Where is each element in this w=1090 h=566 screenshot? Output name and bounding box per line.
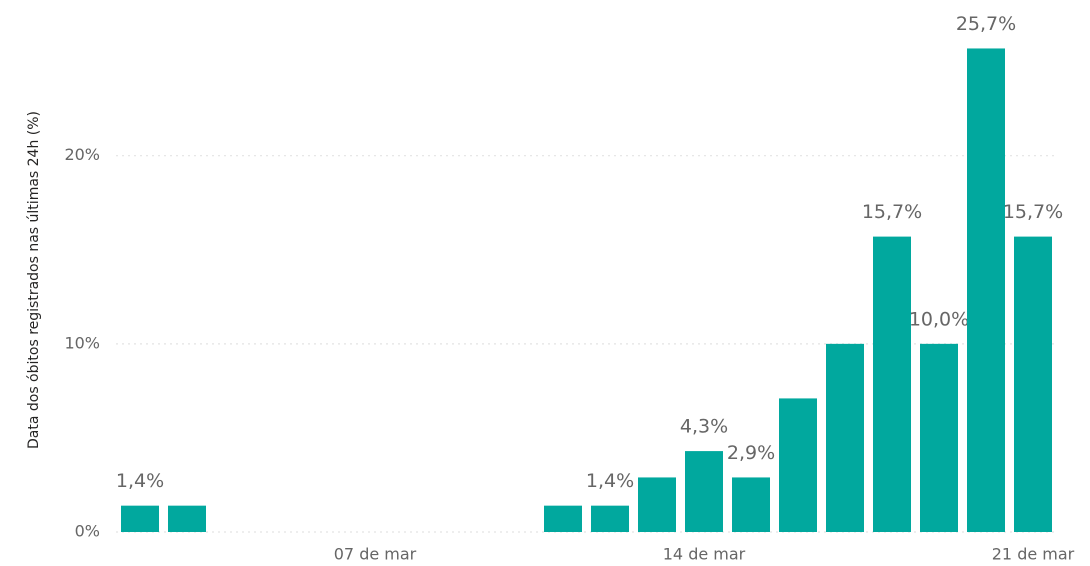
bar [732, 477, 770, 532]
bar [121, 505, 159, 532]
data-label: 15,7% [1003, 201, 1063, 223]
bar [1014, 236, 1052, 532]
bar [638, 477, 676, 532]
bar [685, 451, 723, 532]
y-axis-title: Data dos óbitos registrados nas últimas … [26, 111, 42, 449]
bar [826, 343, 864, 532]
bar [873, 236, 911, 532]
x-tick-label: 07 de mar [334, 545, 417, 564]
y-tick-label: 10% [64, 333, 100, 352]
bar [591, 505, 629, 532]
data-label: 15,7% [862, 201, 922, 223]
data-label: 1,4% [116, 470, 164, 492]
bar [544, 505, 582, 532]
data-label: 10,0% [909, 308, 969, 330]
bar [168, 505, 206, 532]
bar [967, 48, 1005, 532]
data-label: 1,4% [586, 470, 634, 492]
x-tick-label: 21 de mar [992, 545, 1075, 564]
x-tick-label: 14 de mar [663, 545, 746, 564]
data-label: 4,3% [680, 416, 728, 438]
y-tick-label: 0% [75, 522, 100, 541]
data-label: 2,9% [727, 442, 775, 464]
data-label: 25,7% [956, 13, 1016, 35]
bar [920, 343, 958, 532]
y-tick-label: 20% [64, 145, 100, 164]
bar [779, 398, 817, 532]
